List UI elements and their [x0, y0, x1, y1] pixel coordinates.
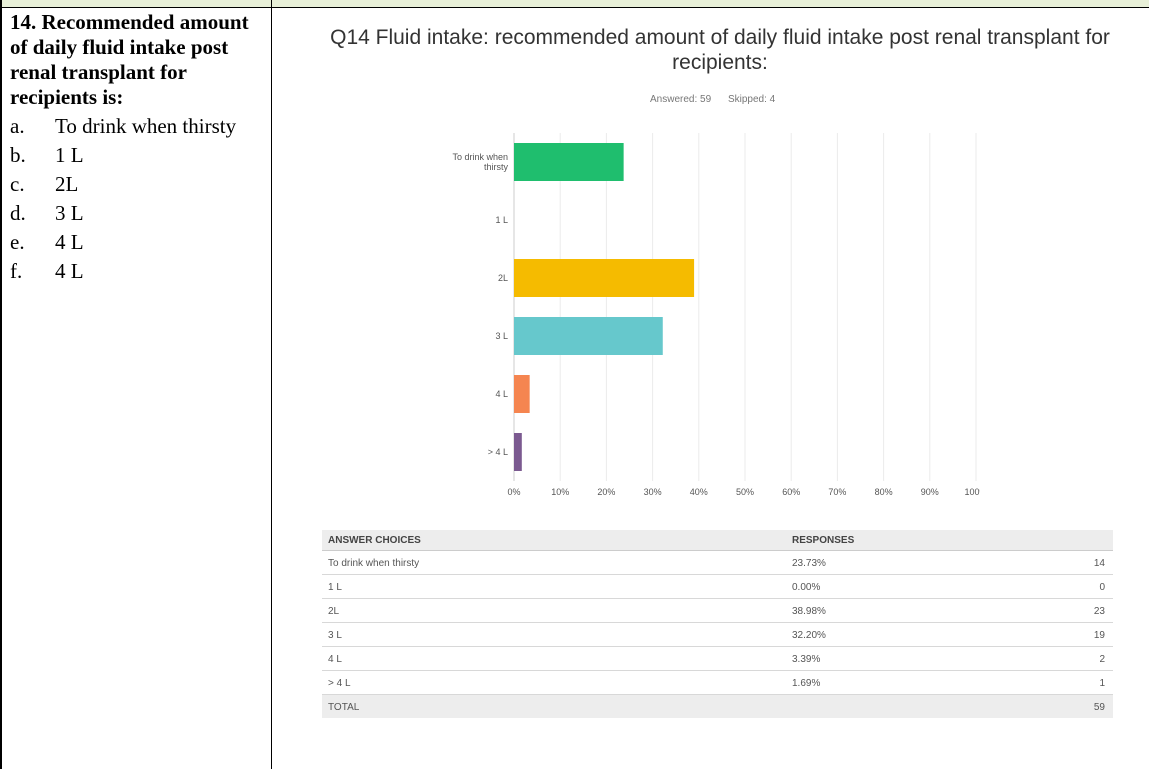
row-count: 1: [1099, 678, 1105, 689]
x-tick-label: 60%: [782, 487, 800, 497]
table-header-row: ANSWER CHOICES RESPONSES: [322, 530, 1113, 551]
y-category-label: 2L: [498, 273, 508, 283]
bar: [514, 317, 663, 355]
chart-title: Q14 Fluid intake: recommended amount of …: [330, 26, 1110, 74]
header-answer-choices: ANSWER CHOICES: [328, 535, 421, 546]
header-responses: RESPONSES: [792, 535, 855, 546]
x-tick-label: 10%: [551, 487, 569, 497]
y-category-label: 3 L: [495, 331, 508, 341]
table-total-row: TOTAL 59: [322, 695, 1113, 718]
x-tick-label: 20%: [597, 487, 615, 497]
question-option: e. 4 L: [10, 228, 262, 257]
question-option: f. 4 L: [10, 257, 262, 286]
x-tick-label: 0%: [507, 487, 520, 497]
question-option: c. 2L: [10, 170, 262, 199]
answered-count: Answered: 59: [650, 94, 712, 105]
y-category-label: 4 L: [495, 389, 508, 399]
row-count: 14: [1093, 558, 1105, 569]
row-choice: To drink when thirsty: [328, 558, 420, 569]
option-letter: c.: [10, 172, 25, 196]
row-percent: 0.00%: [792, 582, 821, 593]
question-option: b. 1 L: [10, 141, 262, 170]
row-count: 23: [1093, 606, 1105, 617]
row-percent: 3.39%: [792, 654, 821, 665]
option-letter: a.: [10, 114, 25, 138]
bar: [514, 375, 530, 413]
row-count: 19: [1093, 630, 1105, 641]
row-choice: 4 L: [328, 654, 342, 665]
question-cell: 14. Recommended amount of daily fluid in…: [10, 10, 262, 286]
row-percent: 23.73%: [792, 558, 826, 569]
option-text: To drink when thirsty: [55, 114, 237, 138]
y-category-label: 1 L: [495, 215, 508, 225]
table-row: To drink when thirsty 23.73% 14: [322, 551, 1113, 575]
total-label: TOTAL: [328, 702, 360, 713]
row-choice: 2L: [328, 606, 340, 617]
table-row: > 4 L 1.69% 1: [322, 671, 1113, 695]
table-left-border: [0, 0, 2, 769]
x-tick-label: 30%: [644, 487, 662, 497]
table-row: 2L 38.98% 23: [322, 599, 1113, 623]
row-percent: 32.20%: [792, 630, 826, 641]
responses-table: ANSWER CHOICES RESPONSES To drink when t…: [322, 530, 1113, 718]
row-count: 2: [1099, 654, 1105, 665]
option-text: 4 L: [55, 230, 84, 254]
row-choice: > 4 L: [328, 678, 351, 689]
row-percent: 38.98%: [792, 606, 826, 617]
question-options: a. To drink when thirsty b. 1 L c. 2L d. 3 L e. 4…: [10, 112, 262, 286]
table-top-band: [0, 0, 1149, 8]
row-choice: 3 L: [328, 630, 342, 641]
option-text: 2L: [55, 172, 79, 196]
x-tick-label: 100%: [964, 487, 980, 497]
bar: [514, 143, 624, 181]
survey-stats: Answered: 59 Skipped: 4: [650, 94, 789, 105]
x-tick-label: 40%: [690, 487, 708, 497]
row-count: 0: [1099, 582, 1105, 593]
table-column-divider: [271, 0, 272, 769]
y-category-label: To drink when thirsty: [452, 152, 508, 172]
question-option: a. To drink when thirsty: [10, 112, 262, 141]
table-row: 3 L 32.20% 19: [322, 623, 1113, 647]
option-text: 3 L: [55, 201, 84, 225]
x-tick-label: 90%: [921, 487, 939, 497]
y-category-label: > 4 L: [488, 447, 508, 457]
option-text: 1 L: [55, 143, 84, 167]
question-title: 14. Recommended amount of daily fluid in…: [10, 10, 249, 109]
option-text: 4 L: [55, 259, 84, 283]
bar-chart: 0% 10% 20% 30% 40% 50% 60% 70% 80% 90% 100% To drin…: [452, 133, 980, 497]
x-tick-label: 70%: [828, 487, 846, 497]
skipped-count: Skipped: 4: [727, 94, 776, 105]
question-option: d. 3 L: [10, 199, 262, 228]
row-choice: 1 L: [328, 582, 342, 593]
table-body: To drink when thirsty 23.73% 14 1 L 0.00% 0 2L…: [322, 551, 1113, 695]
x-tick-label: 50%: [736, 487, 754, 497]
option-letter: f.: [10, 259, 23, 283]
option-letter: d.: [10, 201, 26, 225]
bar: [514, 433, 522, 471]
total-count: 59: [1093, 702, 1105, 713]
table-row: 4 L 3.39% 2: [322, 647, 1113, 671]
table-row: 1 L 0.00% 0: [322, 575, 1113, 599]
option-letter: b.: [10, 143, 26, 167]
x-tick-label: 80%: [875, 487, 893, 497]
option-letter: e.: [10, 230, 25, 254]
bar: [514, 259, 695, 297]
row-percent: 1.69%: [792, 678, 821, 689]
